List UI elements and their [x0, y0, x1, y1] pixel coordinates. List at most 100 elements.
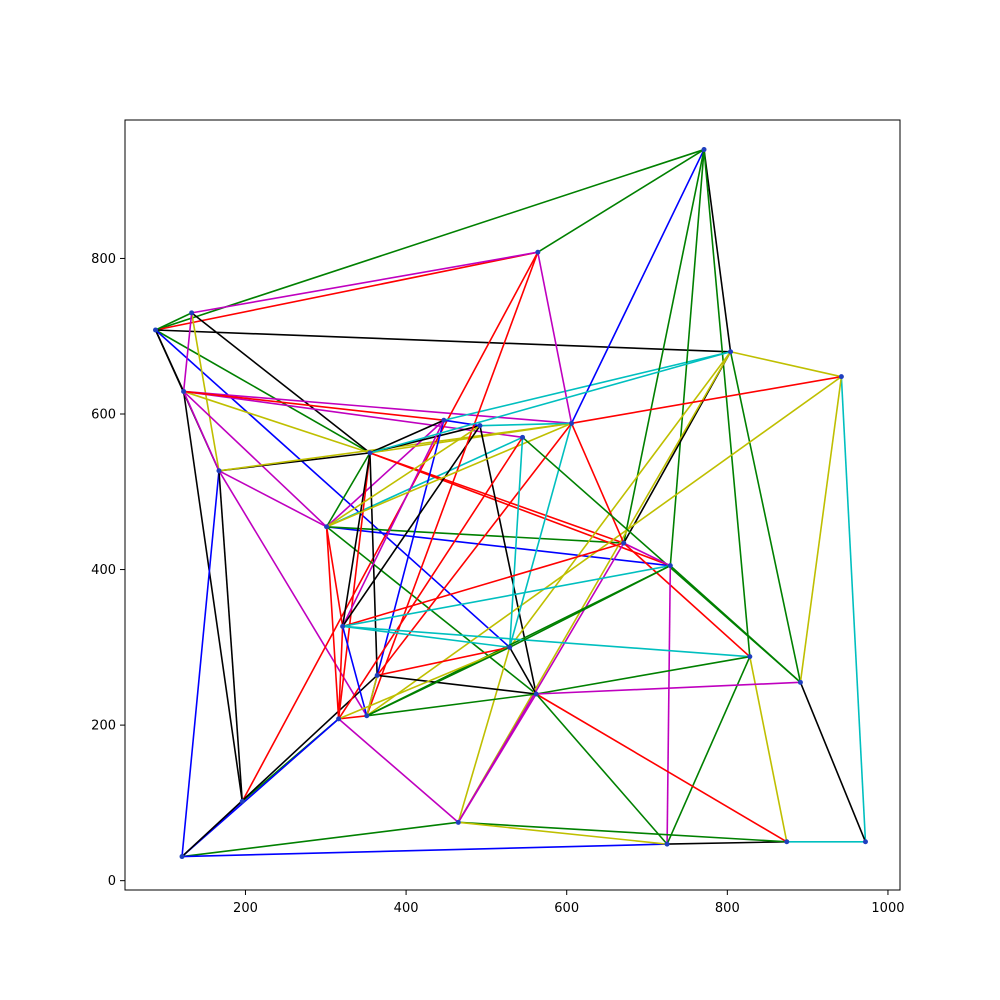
edge-G-AA — [325, 526, 340, 719]
edge-F-W — [182, 843, 668, 858]
edge-L-S — [703, 149, 751, 657]
node-AB — [364, 713, 370, 719]
edge-X-AD — [457, 693, 537, 823]
node-C — [181, 388, 187, 394]
edge-H-AA — [337, 452, 371, 719]
edge-V-AD — [535, 693, 788, 843]
edge-L-R — [669, 149, 705, 566]
edge-J-AD — [479, 425, 537, 695]
node-L — [701, 147, 707, 153]
edge-O-G — [326, 422, 572, 528]
edge-R-Y — [342, 564, 671, 628]
edge-M-N — [730, 350, 842, 378]
node-G — [324, 524, 330, 530]
node-U — [862, 839, 868, 845]
x-tick-label: 800 — [715, 901, 740, 916]
edge-A-K — [155, 251, 538, 331]
edge-V-W — [667, 840, 787, 845]
node-V — [784, 839, 790, 845]
edge-B-K — [191, 251, 538, 314]
node-H — [367, 450, 373, 456]
edges-layer — [154, 148, 867, 858]
edge-W-X — [458, 821, 668, 845]
edge-E-K — [241, 251, 539, 802]
node-E — [239, 798, 245, 804]
edge-P-AC — [508, 437, 524, 648]
edge-X-AC — [457, 647, 511, 823]
y-tick-label: 800 — [91, 252, 116, 267]
node-K — [535, 249, 541, 255]
edge-Y-AC — [342, 625, 510, 649]
edge-C-G — [183, 390, 328, 528]
edge-M-AC — [509, 351, 732, 648]
edge-H-Y — [341, 452, 371, 627]
edge-AA-AC — [338, 646, 510, 720]
edge-O-Z — [376, 422, 573, 676]
edge-T-AD — [536, 681, 801, 695]
edge-C-D — [182, 391, 220, 472]
edge-J-Y — [341, 425, 481, 627]
y-axis-ticks: 0 200 400 600 800 — [91, 252, 125, 889]
edge-T-U — [799, 682, 867, 843]
edge-N-AB — [366, 376, 842, 717]
node-Y — [340, 623, 346, 629]
edge-S-W — [666, 656, 751, 845]
edge-C-O — [183, 390, 572, 425]
edge-N-O — [571, 375, 842, 425]
edge-B-D — [190, 312, 220, 471]
nodes-layer — [153, 147, 868, 860]
node-W — [664, 841, 670, 847]
edge-X-AA — [338, 718, 459, 823]
edge-Z-AC — [377, 646, 510, 677]
node-J — [477, 423, 483, 429]
edge-AA-AB — [338, 714, 367, 720]
edge-O-Q — [570, 423, 625, 544]
edge-W-AD — [535, 693, 668, 845]
edge-C-E — [182, 391, 244, 802]
edge-A-M — [155, 329, 731, 353]
y-tick-label: 400 — [91, 563, 116, 578]
edge-S-AD — [536, 655, 750, 695]
y-tick-label: 600 — [91, 408, 116, 423]
edge-AC-AD — [508, 646, 537, 695]
edge-M-X — [457, 351, 732, 823]
y-tick-label: 200 — [91, 719, 116, 734]
edge-S-Y — [342, 625, 750, 658]
edge-I-AB — [365, 420, 445, 716]
edge-V-X — [458, 821, 787, 843]
edge-K-L — [537, 148, 705, 253]
node-M — [728, 349, 734, 355]
edge-Z-AB — [365, 675, 378, 716]
edge-J-G — [326, 424, 481, 528]
edge-C-H — [183, 390, 371, 454]
edge-D-F — [181, 470, 220, 857]
edge-Y-AA — [337, 626, 344, 719]
x-axis-ticks: 200 400 600 800 1000 — [233, 890, 905, 916]
edge-Q-R — [623, 542, 671, 567]
edge-C-I — [183, 390, 444, 422]
edge-D-AB — [218, 470, 368, 717]
edge-S-V — [749, 656, 788, 842]
node-I — [441, 417, 447, 423]
edge-AB-AC — [366, 646, 511, 717]
edge-Z-AD — [377, 674, 537, 695]
edge-AC-R — [509, 564, 671, 649]
node-S — [747, 654, 753, 660]
edge-G-R — [326, 525, 671, 567]
edge-D-E — [218, 470, 244, 802]
edge-AB-AD — [366, 693, 537, 717]
edge-B-C — [182, 312, 193, 392]
node-A — [153, 327, 159, 333]
edge-G-H — [325, 452, 371, 528]
x-tick-label: 400 — [394, 901, 419, 916]
edge-F-X — [181, 821, 459, 858]
edge-A-L — [155, 148, 705, 331]
node-AC — [507, 644, 513, 650]
edge-M-T — [729, 351, 802, 683]
edge-I-M — [443, 350, 731, 422]
edge-Y-AB — [341, 626, 368, 716]
edge-R-W — [666, 565, 672, 845]
node-O — [569, 420, 575, 426]
